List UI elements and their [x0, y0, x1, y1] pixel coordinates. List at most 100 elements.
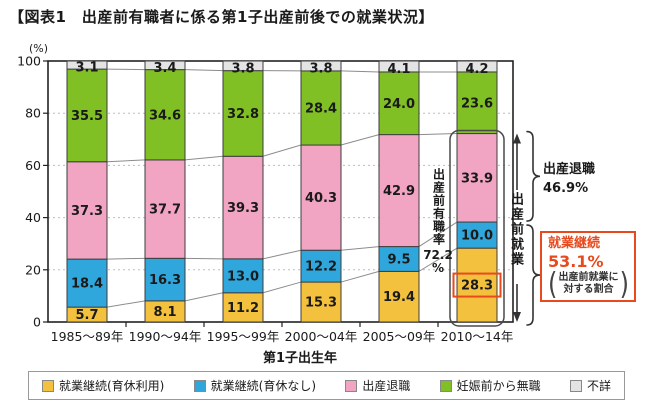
bar-value-label: 37.3	[71, 204, 103, 219]
bar-segment	[222, 292, 264, 323]
bar-value-label: 42.9	[383, 184, 415, 199]
legend-label: 不詳	[586, 379, 611, 393]
bar-value-label: 32.8	[227, 107, 259, 122]
bar-value-label: 33.9	[461, 171, 493, 186]
bar-value-label: 8.1	[153, 305, 176, 320]
category-label: 1985〜89年	[51, 329, 124, 344]
category-label: 1995〜99年	[207, 329, 280, 344]
legend-item-2: 出産退職	[345, 377, 410, 394]
bar-value-label: 39.3	[227, 201, 259, 216]
employment-continued-note-text: 出産前就業に 対する割合	[558, 272, 619, 295]
legend-item-1: 就業継続(育休なし)	[193, 377, 317, 394]
connector-line	[106, 68, 146, 71]
bar-segment	[222, 258, 264, 294]
bar-value-label: 3.8	[309, 61, 332, 76]
employment-continued-note: ( 出産前就業に 対する割合 )	[548, 266, 629, 302]
bar-value-label: 11.2	[227, 301, 259, 316]
connector-line	[106, 300, 146, 308]
bar-value-label: 13.0	[227, 269, 259, 284]
pre-birth-work-label: 出産前就業	[508, 192, 523, 267]
legend-swatch	[345, 379, 358, 392]
connector-line	[184, 257, 224, 260]
bar-segment	[378, 71, 420, 136]
bar-segment	[456, 247, 498, 323]
bar-segment	[378, 60, 420, 73]
bar-value-label: 37.7	[149, 203, 181, 218]
connector-line	[340, 70, 380, 73]
bar-segment	[222, 155, 264, 260]
employment-continued-label: 就業継続	[548, 236, 601, 251]
highlighted-value-box	[452, 272, 502, 298]
bar-segment	[456, 71, 498, 135]
pre-birth-employment-rate-value: 72.2	[423, 248, 453, 262]
bar-value-label: 16.3	[149, 273, 181, 288]
legend-swatch	[42, 379, 54, 392]
bar-segment	[66, 68, 108, 163]
legend-swatch	[439, 379, 452, 392]
connector-line	[184, 69, 224, 72]
bar-segment	[144, 60, 186, 71]
pre-birth-employment-rate-label: 出産前有職率	[431, 168, 446, 246]
connector-line	[262, 144, 302, 157]
legend-swatch	[193, 379, 206, 392]
bar-segment	[456, 133, 498, 223]
connector-line	[262, 249, 302, 260]
connector-line	[340, 270, 380, 283]
y-tick-label: 100	[17, 54, 41, 69]
bar-segment	[222, 70, 264, 157]
bar-segment	[300, 60, 342, 72]
bar-value-label: 10.0	[461, 229, 493, 244]
quit-on-birth-annotation: 出産退職 46.9%	[543, 160, 595, 198]
y-axis-unit: (%)	[29, 42, 49, 55]
bar-segment	[66, 161, 108, 260]
connector-line	[418, 133, 458, 136]
bar-segment	[378, 270, 420, 323]
bar-value-label: 18.4	[71, 277, 103, 292]
bar-value-label: 5.7	[75, 308, 98, 323]
chart-legend: 就業継続(育休利用) 就業継続(育休なし) 出産退職 妊娠前から無職 不詳	[28, 371, 625, 400]
bar-value-label: 3.4	[153, 61, 176, 76]
connector-line	[262, 281, 302, 294]
legend-item-3: 妊娠前から無職	[439, 377, 541, 394]
plot-frame	[47, 60, 514, 323]
y-tick-label: 20	[25, 262, 41, 277]
bar-value-label: 28.4	[305, 101, 337, 116]
pre-birth-employment-rate-unit: %	[431, 261, 445, 275]
bar-value-label: 3.1	[75, 61, 98, 76]
y-tick-label: 0	[33, 315, 41, 330]
connector-line	[340, 134, 380, 146]
bar-value-label: 28.3	[461, 279, 493, 294]
category-label: 1990〜94年	[129, 329, 202, 344]
quit-on-birth-label: 出産退職	[543, 162, 596, 177]
bar-value-label: 9.5	[387, 252, 410, 267]
bar-value-label: 23.6	[461, 96, 493, 111]
bar-segment	[456, 221, 498, 249]
brace-employment-continued	[526, 224, 541, 326]
legend-label: 妊娠前から無職	[456, 379, 541, 393]
legend-label: 就業継続(育休なし)	[210, 379, 317, 393]
connector-line	[184, 155, 224, 161]
bar-segment	[66, 258, 108, 308]
brace-quit-on-birth	[526, 130, 541, 222]
legend-label: 出産退職	[362, 379, 411, 393]
legend-swatch	[569, 379, 582, 392]
y-tick-label: 40	[25, 210, 41, 225]
y-tick-label: 80	[25, 106, 41, 121]
pre-birth-employment-rate-note: 出産前有職率 72.2 %	[415, 168, 461, 275]
bar-value-label: 35.5	[71, 109, 103, 124]
bar-value-label: 19.4	[383, 290, 415, 305]
bar-value-label: 24.0	[383, 97, 415, 112]
bar-segment	[222, 60, 264, 72]
employment-continued-value: 53.1%	[548, 252, 604, 271]
bar-value-label: 34.6	[149, 108, 181, 123]
connector-line	[340, 246, 380, 251]
bar-value-label: 4.2	[465, 62, 488, 77]
open-paren: (	[548, 266, 558, 302]
category-label: 2010〜14年	[441, 329, 514, 344]
bar-value-label: 4.1	[387, 62, 410, 77]
bar-segment	[456, 60, 498, 73]
category-label: 2005〜09年	[363, 329, 436, 344]
bar-value-label: 40.3	[305, 191, 337, 206]
